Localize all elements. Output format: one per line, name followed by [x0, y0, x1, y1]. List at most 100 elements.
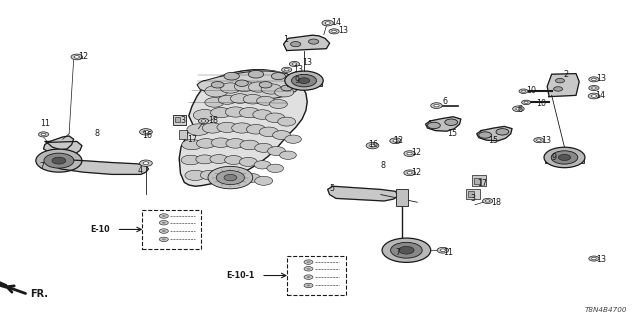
Circle shape: [479, 132, 492, 138]
Text: 15: 15: [488, 136, 498, 145]
Circle shape: [589, 85, 599, 91]
Circle shape: [268, 147, 285, 156]
Circle shape: [307, 284, 310, 286]
Circle shape: [307, 261, 310, 263]
Circle shape: [230, 94, 250, 103]
Circle shape: [248, 82, 269, 92]
Circle shape: [52, 157, 66, 164]
Circle shape: [308, 39, 319, 44]
Bar: [287, 81, 322, 86]
Text: 3: 3: [470, 194, 476, 203]
Circle shape: [211, 138, 230, 148]
Circle shape: [74, 56, 79, 58]
Circle shape: [483, 198, 493, 204]
Bar: [179, 130, 187, 139]
Circle shape: [440, 249, 445, 252]
Circle shape: [71, 54, 83, 60]
Circle shape: [278, 117, 296, 126]
Circle shape: [271, 73, 285, 80]
Bar: [389, 250, 424, 256]
Text: 18: 18: [492, 198, 502, 207]
Circle shape: [298, 78, 310, 84]
Text: E-10-1: E-10-1: [227, 271, 255, 280]
Circle shape: [200, 170, 220, 180]
Circle shape: [243, 173, 260, 182]
Circle shape: [254, 161, 271, 169]
Circle shape: [322, 20, 333, 26]
Circle shape: [485, 200, 490, 202]
Text: 10: 10: [536, 99, 547, 108]
Circle shape: [496, 129, 509, 135]
Circle shape: [304, 260, 313, 264]
Circle shape: [393, 140, 398, 142]
Circle shape: [259, 82, 272, 88]
Circle shape: [275, 87, 294, 97]
Text: 3: 3: [180, 116, 186, 125]
Text: 16: 16: [368, 140, 378, 149]
Circle shape: [159, 237, 168, 242]
Circle shape: [428, 122, 440, 129]
Circle shape: [524, 101, 528, 103]
Circle shape: [332, 30, 337, 33]
Circle shape: [285, 135, 301, 143]
Bar: [466, 189, 480, 199]
Circle shape: [162, 230, 166, 232]
Circle shape: [407, 172, 412, 174]
Circle shape: [267, 164, 284, 172]
Circle shape: [304, 275, 313, 279]
Circle shape: [240, 140, 259, 150]
Circle shape: [208, 166, 253, 189]
Circle shape: [325, 22, 330, 24]
Circle shape: [292, 63, 297, 65]
Circle shape: [513, 106, 524, 112]
Text: 13: 13: [596, 255, 607, 264]
Polygon shape: [197, 71, 300, 100]
Text: 11: 11: [443, 248, 453, 257]
Circle shape: [257, 96, 275, 105]
Circle shape: [159, 229, 168, 233]
Polygon shape: [477, 126, 512, 141]
Circle shape: [187, 124, 210, 135]
Circle shape: [589, 77, 599, 82]
Circle shape: [399, 246, 414, 254]
Circle shape: [390, 242, 422, 258]
Circle shape: [243, 94, 262, 104]
Circle shape: [434, 104, 439, 107]
Circle shape: [198, 118, 209, 124]
Circle shape: [232, 123, 252, 133]
Circle shape: [38, 132, 49, 137]
Text: 1: 1: [284, 35, 289, 44]
Text: 7: 7: [40, 162, 45, 171]
Circle shape: [292, 75, 317, 87]
Circle shape: [366, 142, 379, 149]
Text: 11: 11: [40, 119, 50, 128]
Text: 9: 9: [552, 153, 557, 162]
Circle shape: [234, 81, 255, 92]
Circle shape: [185, 170, 205, 180]
Text: 17: 17: [477, 179, 487, 188]
Circle shape: [211, 108, 231, 118]
Text: 13: 13: [293, 65, 303, 74]
Polygon shape: [44, 141, 82, 154]
Text: 14: 14: [332, 18, 342, 27]
Text: 12: 12: [411, 168, 421, 177]
Circle shape: [554, 87, 563, 91]
Circle shape: [255, 143, 273, 152]
Text: 12: 12: [411, 148, 421, 157]
Circle shape: [211, 82, 224, 88]
Text: 2: 2: [563, 70, 568, 79]
Circle shape: [248, 70, 264, 78]
Circle shape: [390, 138, 401, 144]
Circle shape: [304, 283, 313, 288]
Circle shape: [289, 61, 300, 67]
Circle shape: [534, 138, 544, 143]
Circle shape: [253, 110, 272, 119]
Text: 16: 16: [142, 131, 152, 140]
Circle shape: [519, 89, 528, 93]
Text: 10: 10: [526, 86, 536, 95]
Circle shape: [404, 170, 415, 176]
Circle shape: [196, 139, 216, 148]
Circle shape: [214, 170, 234, 180]
Circle shape: [544, 147, 585, 168]
Polygon shape: [284, 35, 330, 51]
